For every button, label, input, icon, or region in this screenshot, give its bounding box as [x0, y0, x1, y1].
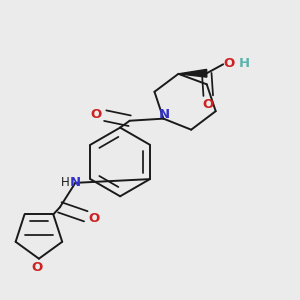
Polygon shape [178, 69, 207, 77]
Text: O: O [88, 212, 100, 225]
Text: H: H [239, 57, 250, 70]
Text: O: O [91, 108, 102, 121]
Text: O: O [32, 261, 43, 274]
Text: H: H [61, 176, 70, 189]
Text: O: O [224, 57, 235, 70]
Text: N: N [158, 108, 169, 121]
Text: N: N [70, 176, 81, 189]
Text: O: O [202, 98, 214, 110]
